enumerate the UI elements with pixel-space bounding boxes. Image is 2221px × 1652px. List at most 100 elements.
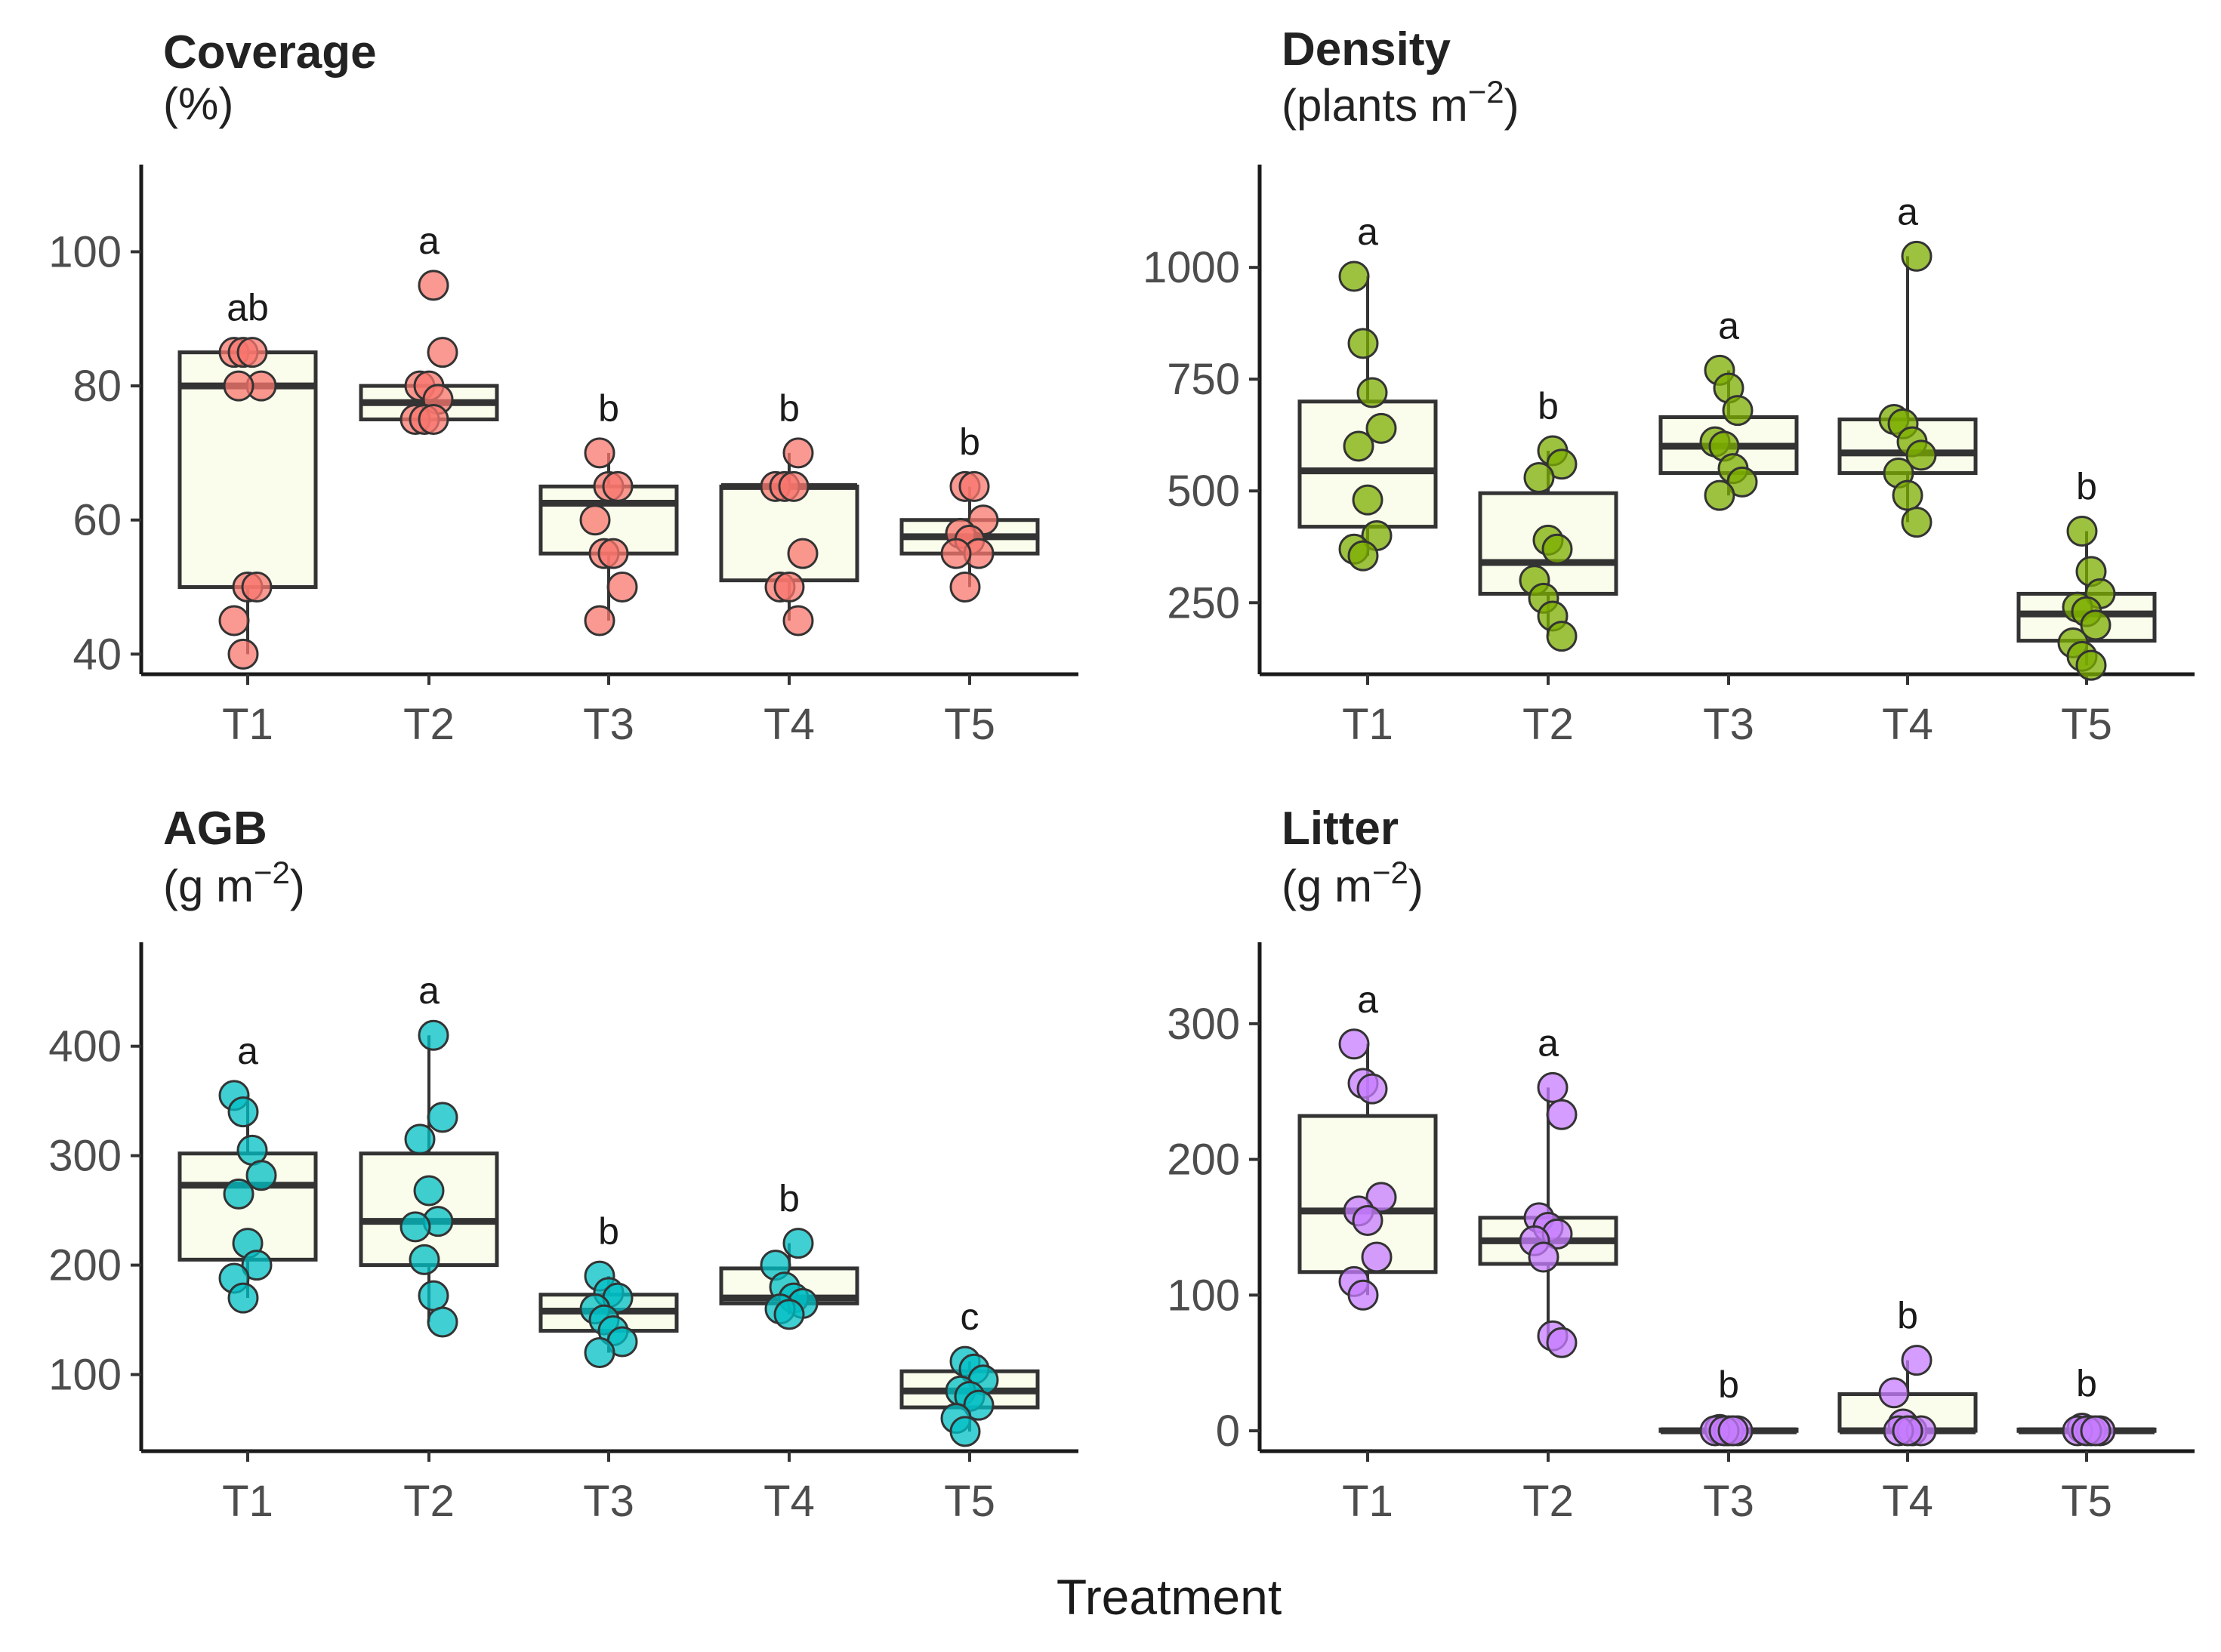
data-point	[2066, 516, 2098, 547]
y-tick-label: 40	[72, 630, 122, 679]
group-t2: T2 b	[1478, 385, 1618, 749]
x-tick-label: T5	[944, 700, 995, 749]
data-point	[1528, 1241, 1559, 1273]
data-point	[1901, 507, 1933, 538]
x-tick-label: T5	[944, 1477, 995, 1526]
unit-close: )	[1504, 80, 1519, 131]
panel-unit: (g m−2)	[163, 855, 305, 911]
data-point	[2080, 1415, 2111, 1447]
group-t3: T3 b	[538, 387, 679, 749]
data-point	[241, 572, 273, 603]
y-tick-label: 250	[1167, 578, 1240, 627]
x-tick-label: T1	[1342, 700, 1393, 749]
data-point	[418, 404, 449, 435]
data-point	[602, 470, 634, 502]
significance-letter: b	[959, 421, 980, 463]
group-t1: T1 a	[1297, 211, 1438, 749]
data-point	[1722, 395, 1754, 427]
data-point	[1338, 1028, 1370, 1060]
data-point	[1878, 1377, 1910, 1409]
significance-letter: b	[2076, 1362, 2097, 1404]
group-t4: T4 b	[719, 1178, 859, 1526]
group-t5: T5 b	[2016, 466, 2157, 749]
unit-exponent: −2	[1468, 74, 1504, 109]
data-point	[1347, 328, 1379, 359]
panel-title: Litter	[1282, 803, 1399, 855]
data-point	[1546, 1099, 1578, 1130]
group-t4: T4 b	[719, 387, 859, 749]
significance-letter: b	[1538, 385, 1559, 427]
y-tick-label: 200	[48, 1241, 122, 1290]
data-point	[2075, 649, 2107, 681]
data-point	[963, 1389, 995, 1421]
y-tick-label: 300	[1167, 1000, 1240, 1049]
group-t1: T1 ab	[177, 287, 318, 749]
panel-title: AGB	[163, 803, 267, 855]
data-point	[1537, 1071, 1569, 1103]
group-t2: T2 a	[1478, 1022, 1618, 1526]
unit-exponent: −2	[1372, 855, 1408, 890]
data-point	[579, 504, 611, 536]
data-point	[1546, 621, 1578, 652]
data-point	[1347, 1279, 1379, 1311]
y-tick-label: 80	[72, 362, 122, 411]
data-point	[241, 1250, 273, 1281]
data-point	[427, 337, 458, 368]
data-point	[1352, 484, 1383, 516]
panel-title: Density	[1282, 23, 1451, 76]
y-tick-label: 750	[1167, 355, 1240, 404]
data-point	[218, 605, 250, 636]
unit-exponent: −2	[254, 855, 290, 890]
y-tick-label: 60	[72, 496, 122, 545]
data-point	[778, 470, 810, 502]
data-point	[399, 1211, 431, 1243]
data-point	[1892, 1415, 1923, 1447]
data-point	[782, 437, 814, 469]
significance-letter: ab	[227, 287, 269, 329]
group-t3: T3 b	[1658, 1364, 1799, 1526]
data-point	[1717, 1415, 1749, 1447]
significance-letter: a	[1897, 190, 1918, 233]
x-tick-label: T4	[763, 700, 815, 749]
data-point	[1726, 466, 1758, 498]
group-t3: T3 b	[538, 1210, 679, 1526]
x-axis-title: Treatment	[1057, 1569, 1282, 1625]
panels: Coverage(%)406080100T1abT2aT3bT4bT5bDens…	[48, 23, 2195, 1526]
data-point	[949, 572, 981, 603]
x-tick-label: T4	[1882, 1477, 1933, 1526]
y-tick-label: 100	[48, 227, 122, 276]
data-point	[427, 1102, 458, 1133]
group-t5: T5 c	[899, 1296, 1040, 1526]
y-tick-label: 400	[48, 1022, 122, 1071]
data-point	[227, 1096, 259, 1128]
x-tick-label: T3	[583, 700, 634, 749]
data-point	[782, 605, 814, 636]
panel-unit: (%)	[163, 79, 233, 129]
group-t1: T1 a	[1297, 979, 1438, 1526]
panel-density: Density(plants m−2) 250 500 750 1000 T1 a T2 b T3…	[1143, 23, 2195, 749]
y-tick-label: 500	[1167, 467, 1240, 516]
x-tick-label: T5	[2061, 1477, 2112, 1526]
x-tick-label: T3	[1703, 700, 1754, 749]
data-point	[1361, 1241, 1393, 1273]
y-tick-label: 100	[1167, 1271, 1240, 1320]
data-point	[1356, 377, 1388, 408]
data-point	[418, 1019, 449, 1051]
significance-letter: c	[961, 1296, 979, 1338]
panel-title: Coverage	[163, 26, 377, 79]
data-point	[245, 1160, 277, 1191]
x-tick-label: T3	[1703, 1477, 1754, 1526]
significance-letter: b	[779, 1178, 800, 1220]
data-point	[1356, 1073, 1388, 1105]
data-point	[773, 1299, 805, 1330]
data-point	[223, 370, 254, 402]
data-point	[1365, 412, 1397, 444]
data-point	[958, 470, 990, 502]
panel-litter: Litter(g m−2) 0 100 200 300 T1 a T2 a T3 b T4 b T5 b	[1167, 803, 2195, 1526]
significance-letter: b	[598, 1210, 619, 1253]
data-point	[773, 572, 805, 603]
group-t4: T4 a	[1837, 190, 1978, 749]
significance-letter: a	[418, 969, 440, 1012]
x-tick-label: T2	[403, 1477, 455, 1526]
data-point	[1523, 461, 1555, 493]
